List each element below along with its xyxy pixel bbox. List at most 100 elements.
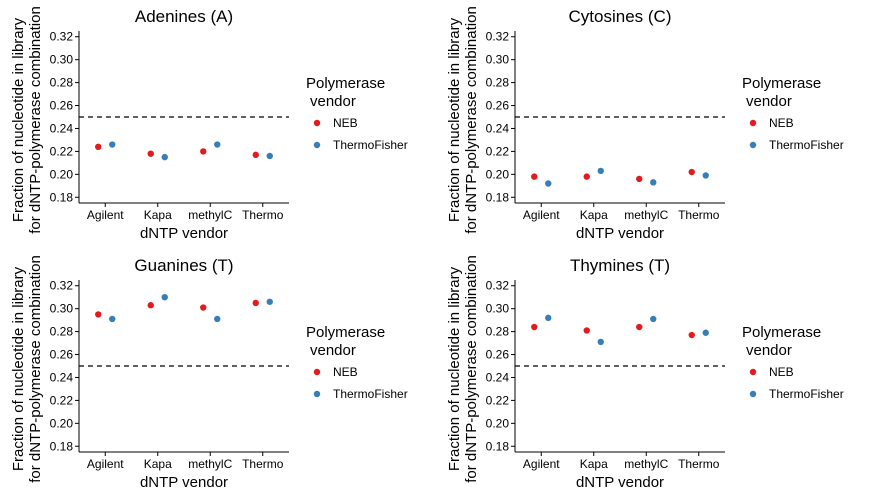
- legend-label: NEB: [769, 365, 794, 379]
- legend-label: ThermoFisher: [333, 138, 408, 152]
- y-tick-label: 0.32: [50, 279, 74, 293]
- data-point: [161, 153, 168, 161]
- y-tick-label: 0.26: [50, 99, 74, 113]
- x-tick-label: Agilent: [523, 208, 560, 222]
- y-axis-label-line2: for dNTP-polymerase combination: [27, 6, 44, 234]
- data-point: [252, 299, 259, 307]
- legend-key: [313, 368, 321, 376]
- legend-title-line1: Polymerase: [306, 324, 385, 341]
- y-tick-label: 0.26: [486, 348, 510, 362]
- y-axis-label-line1: Fraction of nucleotide in library: [10, 17, 27, 222]
- x-axis-label: dNTP vendor: [576, 474, 664, 491]
- y-tick-label: 0.22: [50, 393, 74, 407]
- y-tick-label: 0.18: [50, 439, 74, 453]
- x-axis-label: dNTP vendor: [140, 225, 228, 242]
- data-point: [214, 141, 221, 148]
- x-tick-label: methylC: [624, 457, 668, 471]
- facet-panel: Guanines (T) 0.18 0.20 0.22 0.24 0.26 0.28 0.30…: [10, 255, 408, 491]
- data-point: [109, 315, 116, 323]
- x-tick-label: methylC: [624, 208, 668, 222]
- y-tick-label: 0.22: [50, 144, 74, 158]
- legend-label: NEB: [333, 116, 358, 130]
- y-tick-label: 0.24: [486, 121, 510, 135]
- x-tick-label: Thermo: [242, 208, 284, 222]
- legend-label: ThermoFisher: [769, 387, 844, 401]
- data-point: [266, 298, 273, 305]
- y-tick-label: 0.30: [50, 302, 74, 316]
- y-tick-label: 0.26: [50, 348, 74, 362]
- y-tick-label: 0.20: [50, 167, 74, 181]
- y-tick-label: 0.18: [50, 190, 74, 204]
- data-point: [545, 180, 552, 187]
- legend-title-line1: Polymerase: [742, 324, 821, 341]
- legend-title-line2: vendor: [310, 93, 356, 110]
- y-tick-label: 0.22: [486, 393, 510, 407]
- data-point: [109, 141, 116, 148]
- facet-panel: Cytosines (C) 0.18 0.20 0.22 0.24 0.26 0.28 0.3…: [446, 6, 844, 242]
- x-tick-label: Thermo: [678, 457, 720, 471]
- data-point: [161, 294, 168, 301]
- facet-panel: Thymines (T) 0.18 0.20 0.22 0.24 0.26 0.28 0.30…: [446, 255, 844, 491]
- legend-label: ThermoFisher: [333, 387, 408, 401]
- legend-key: [313, 390, 321, 398]
- data-point: [531, 323, 538, 331]
- panel-title: Adenines (A): [135, 7, 233, 26]
- y-tick-label: 0.24: [50, 121, 74, 135]
- y-tick-label: 0.26: [486, 99, 510, 113]
- data-point: [688, 331, 695, 339]
- legend-label: ThermoFisher: [769, 138, 844, 152]
- y-axis-label-line1: Fraction of nucleotide in library: [10, 266, 27, 471]
- panel-title: Thymines (T): [570, 256, 670, 275]
- y-tick-label: 0.28: [50, 76, 74, 90]
- legend-key: [313, 141, 321, 149]
- y-tick-label: 0.20: [486, 167, 510, 181]
- legend-label: NEB: [769, 116, 794, 130]
- x-axis-label: dNTP vendor: [140, 474, 228, 491]
- data-point: [214, 315, 221, 323]
- data-point: [266, 152, 273, 160]
- x-tick-label: Kapa: [580, 208, 608, 222]
- data-point: [252, 151, 259, 159]
- y-tick-label: 0.20: [486, 416, 510, 430]
- legend-key: [749, 141, 757, 149]
- y-tick-label: 0.30: [486, 53, 510, 67]
- y-tick-label: 0.32: [486, 30, 510, 44]
- data-point: [702, 172, 709, 179]
- data-point: [583, 173, 590, 180]
- legend-title-line2: vendor: [746, 342, 792, 359]
- data-point: [545, 314, 552, 322]
- data-point: [95, 143, 102, 151]
- data-point: [147, 302, 154, 309]
- data-point: [583, 327, 590, 334]
- y-tick-label: 0.24: [486, 370, 510, 384]
- data-point: [636, 175, 643, 183]
- panel-title: Cytosines (C): [569, 7, 672, 26]
- y-tick-label: 0.30: [486, 302, 510, 316]
- y-tick-label: 0.32: [486, 279, 510, 293]
- x-tick-label: methylC: [188, 457, 232, 471]
- legend-key: [749, 368, 757, 376]
- y-tick-label: 0.28: [486, 76, 510, 90]
- legend-title-line1: Polymerase: [742, 75, 821, 92]
- y-axis-label-line2: for dNTP-polymerase combination: [463, 6, 480, 234]
- y-axis-label-line2: for dNTP-polymerase combination: [27, 255, 44, 483]
- facet-panel: Adenines (A) 0.18 0.20 0.22 0.24 0.26 0.28 0.30…: [10, 6, 408, 242]
- x-tick-label: Kapa: [144, 457, 172, 471]
- x-tick-label: Agilent: [87, 457, 124, 471]
- x-tick-label: Thermo: [678, 208, 720, 222]
- data-point: [688, 168, 695, 176]
- y-tick-label: 0.30: [50, 53, 74, 67]
- data-point: [650, 179, 657, 186]
- y-tick-label: 0.28: [50, 325, 74, 339]
- x-tick-label: Kapa: [144, 208, 172, 222]
- data-point: [200, 148, 207, 155]
- data-point: [636, 323, 643, 331]
- y-tick-label: 0.24: [50, 370, 74, 384]
- x-tick-label: Agilent: [523, 457, 560, 471]
- x-axis-label: dNTP vendor: [576, 225, 664, 242]
- legend-title-line2: vendor: [746, 93, 792, 110]
- y-tick-label: 0.18: [486, 439, 510, 453]
- data-point: [650, 315, 657, 323]
- legend-label: NEB: [333, 365, 358, 379]
